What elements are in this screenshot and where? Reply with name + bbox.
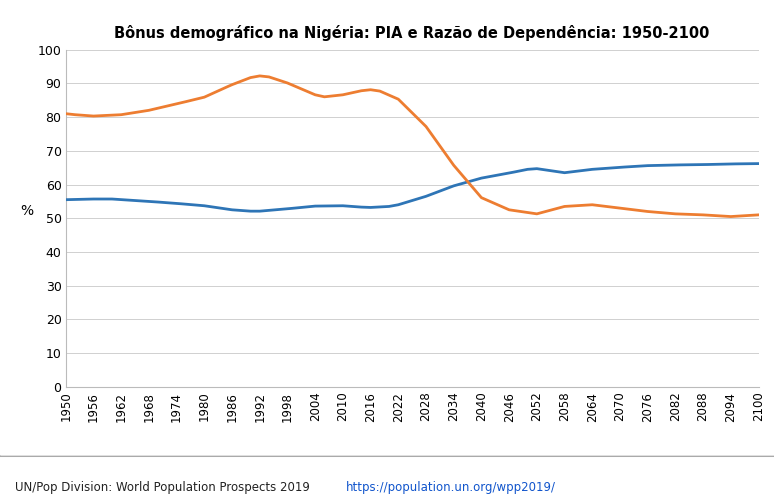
Y-axis label: %: %	[20, 204, 33, 218]
Text: UN/Pop Division: World Population Prospects 2019: UN/Pop Division: World Population Prospe…	[15, 481, 314, 494]
Title: Bônus demográfico na Nigéria: PIA e Razão de Dependência: 1950-2100: Bônus demográfico na Nigéria: PIA e Razã…	[115, 25, 710, 42]
Text: https://population.un.org/wpp2019/: https://population.un.org/wpp2019/	[345, 481, 556, 494]
